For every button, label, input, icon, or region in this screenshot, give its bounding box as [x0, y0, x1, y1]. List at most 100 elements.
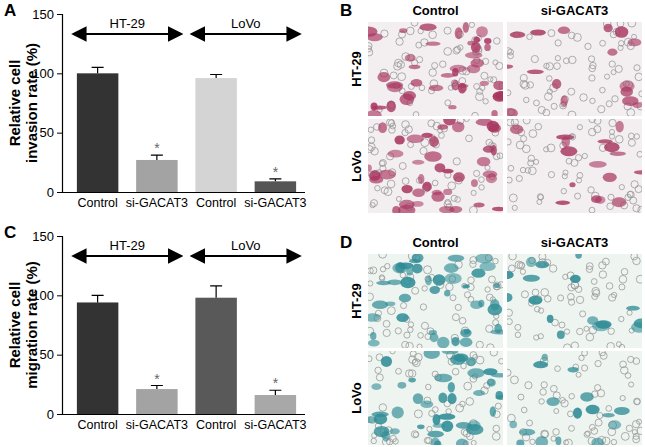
- membrane-pore: [619, 185, 624, 190]
- significance-mark: *: [154, 371, 160, 387]
- stained-cell: [390, 428, 400, 434]
- tick-mark: [57, 192, 62, 193]
- membrane-pore: [632, 430, 637, 435]
- membrane-pore: [473, 170, 479, 176]
- membrane-pore: [422, 286, 427, 291]
- membrane-pore: [637, 427, 642, 434]
- membrane-pore: [532, 289, 539, 296]
- membrane-pore: [627, 310, 632, 315]
- membrane-pore: [589, 119, 596, 123]
- membrane-pore: [544, 147, 549, 152]
- membrane-pore: [474, 84, 480, 90]
- membrane-pore: [379, 161, 385, 167]
- membrane-pore: [577, 328, 584, 335]
- membrane-pore: [483, 99, 488, 104]
- membrane-pore: [387, 307, 395, 315]
- membrane-pore: [508, 165, 514, 171]
- stained-cell: [555, 200, 570, 204]
- membrane-pore: [509, 254, 517, 260]
- stained-cell: [371, 102, 378, 110]
- group-arrow: [197, 255, 294, 257]
- membrane-pore: [595, 419, 602, 426]
- membrane-pore: [586, 333, 594, 341]
- membrane-pore: [616, 342, 621, 347]
- membrane-pore: [607, 342, 615, 348]
- stained-cell: [432, 190, 442, 195]
- membrane-pore: [406, 370, 414, 378]
- stained-cell: [405, 54, 416, 61]
- membrane-pore: [424, 266, 432, 274]
- stained-cell: [493, 91, 503, 102]
- stained-cell: [368, 340, 380, 347]
- membrane-pore: [496, 62, 503, 69]
- membrane-pore: [398, 73, 406, 81]
- membrane-pore: [466, 398, 474, 406]
- stained-cell: [546, 397, 559, 406]
- membrane-pore: [451, 195, 457, 201]
- stained-cell: [473, 390, 485, 396]
- stained-cell: [421, 400, 434, 408]
- stained-cell: [425, 42, 440, 46]
- x-axis: Controlsi-GACAT3Controlsi-GACAT3: [62, 415, 307, 432]
- stained-cell: [425, 275, 432, 285]
- group-arrow: [79, 33, 176, 35]
- stained-cell: [450, 354, 466, 365]
- stained-cell: [444, 290, 450, 296]
- membrane-pore: [628, 22, 636, 27]
- group-arrow: [197, 33, 294, 35]
- stained-cell: [558, 27, 570, 35]
- membrane-pore: [566, 158, 572, 164]
- membrane-pore: [446, 409, 451, 414]
- stained-cell: [387, 280, 402, 286]
- membrane-pore: [597, 390, 604, 397]
- membrane-pore: [432, 180, 438, 186]
- tick-label: Control: [77, 196, 117, 210]
- membrane-pore: [479, 185, 484, 190]
- membrane-pore: [568, 299, 574, 305]
- stained-cell: [527, 70, 544, 74]
- bar: [77, 73, 118, 192]
- bar-chart: C**050100150Controlsi-GACAT3Controlsi-GA…: [4, 223, 307, 432]
- membrane-pore: [499, 359, 503, 364]
- stained-cell: [490, 330, 503, 335]
- membrane-pore: [543, 109, 550, 116]
- membrane-pore: [396, 196, 401, 201]
- membrane-pore: [599, 262, 606, 269]
- membrane-pore: [600, 352, 607, 359]
- stained-cell: [368, 164, 372, 171]
- membrane-pore: [609, 119, 616, 126]
- membrane-pore: [516, 175, 522, 181]
- stained-cell: [608, 420, 621, 429]
- membrane-pore: [539, 399, 544, 404]
- stained-cell: [603, 24, 612, 33]
- membrane-pore: [521, 291, 528, 298]
- stained-cell: [429, 286, 440, 294]
- membrane-pore: [390, 351, 395, 354]
- membrane-pore: [487, 344, 494, 348]
- bar: [195, 298, 236, 414]
- membrane-pore: [637, 151, 642, 157]
- membrane-pore: [554, 63, 561, 70]
- membrane-pore: [440, 61, 447, 68]
- tick-label: si-GACAT3: [126, 196, 188, 210]
- stained-cell: [460, 329, 472, 337]
- stained-cell: [418, 174, 425, 184]
- stained-cell: [441, 420, 453, 432]
- stained-cell: [557, 331, 565, 339]
- membrane-pore: [580, 94, 588, 102]
- axis-title: Relative cellmigration rate (%): [6, 261, 40, 389]
- membrane-pore: [507, 48, 512, 54]
- membrane-pore: [493, 60, 498, 65]
- membrane-pore: [605, 74, 610, 79]
- membrane-pore: [486, 139, 493, 146]
- membrane-pore: [529, 130, 537, 138]
- membrane-pore: [560, 397, 566, 403]
- stained-cell: [547, 315, 554, 323]
- micrograph-background: [368, 254, 503, 348]
- membrane-pore: [466, 135, 473, 142]
- axis-line: [62, 414, 305, 415]
- stained-cell: [455, 27, 463, 39]
- membrane-pore: [591, 428, 598, 435]
- row-header: HT-29: [349, 283, 364, 318]
- membrane-pore: [586, 263, 593, 270]
